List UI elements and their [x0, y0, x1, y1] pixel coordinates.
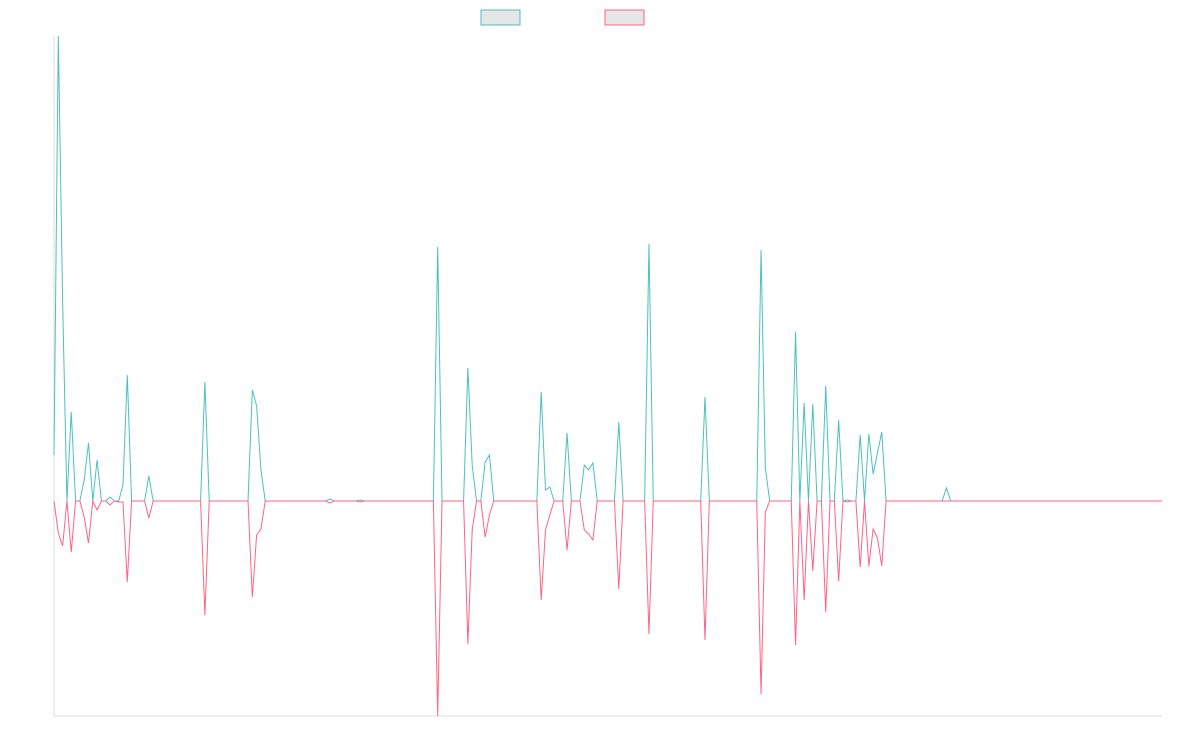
series-line [53, 499, 1162, 717]
series-line [53, 35, 1162, 502]
legend-swatch[interactable] [480, 9, 521, 26]
legend-swatch[interactable] [604, 9, 645, 26]
